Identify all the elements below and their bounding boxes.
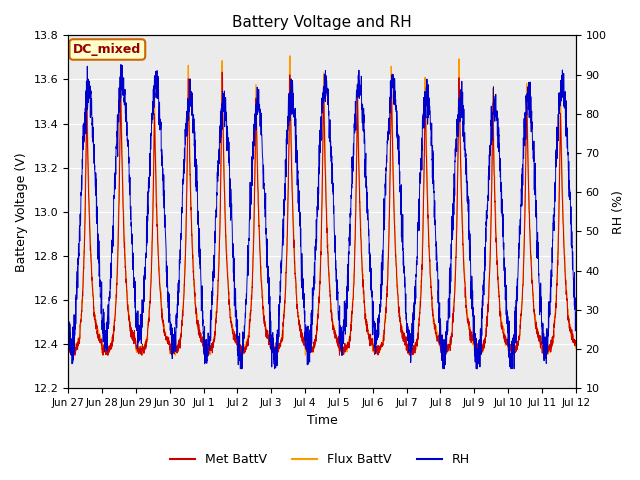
Y-axis label: Battery Voltage (V): Battery Voltage (V)	[15, 152, 28, 272]
Legend: Met BattV, Flux BattV, RH: Met BattV, Flux BattV, RH	[165, 448, 475, 471]
Title: Battery Voltage and RH: Battery Voltage and RH	[232, 15, 412, 30]
X-axis label: Time: Time	[307, 414, 337, 427]
Y-axis label: RH (%): RH (%)	[612, 190, 625, 234]
Text: DC_mixed: DC_mixed	[73, 43, 141, 56]
